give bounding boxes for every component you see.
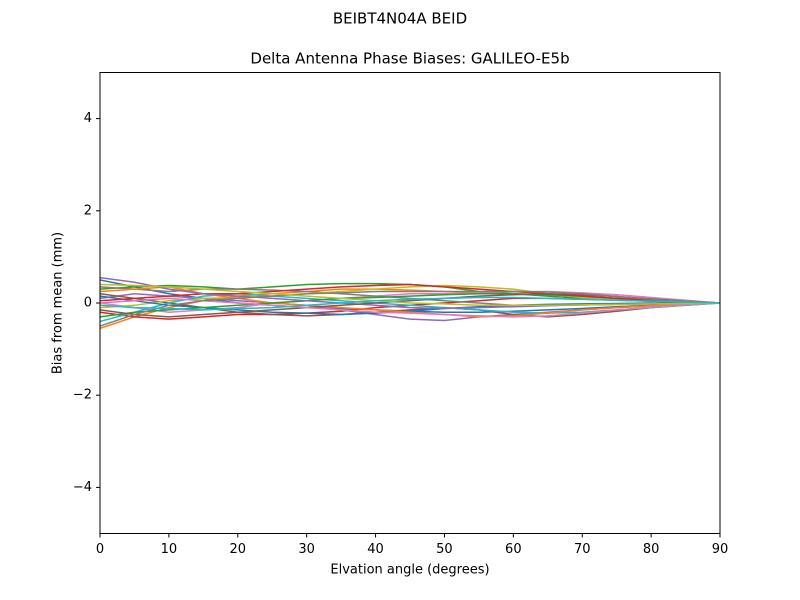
y-tick-label: −4 <box>73 480 92 495</box>
chart-title: Delta Antenna Phase Biases: GALILEO-E5b <box>250 50 569 68</box>
x-tick-label: 20 <box>230 542 247 557</box>
x-tick-label: 70 <box>574 542 591 557</box>
series-line <box>99 283 721 307</box>
y-tick-label: 2 <box>84 203 92 218</box>
y-axis-label: Bias from mean (mm) <box>51 232 66 374</box>
y-tick-label: 4 <box>84 111 92 126</box>
y-tick-label: −2 <box>73 388 92 403</box>
y-tick-label: 0 <box>84 296 92 311</box>
x-tick-label: 0 <box>96 542 104 557</box>
suptitle: BEIBT4N04A BEID <box>333 10 467 28</box>
series-line <box>99 296 721 311</box>
x-tick-label: 80 <box>643 542 660 557</box>
x-tick-label: 90 <box>712 542 729 557</box>
x-tick-label: 50 <box>436 542 453 557</box>
x-axis-label: Elvation angle (degrees) <box>330 563 489 578</box>
x-tick-label: 40 <box>367 542 384 557</box>
x-tick-label: 30 <box>298 542 315 557</box>
x-tick-label: 10 <box>161 542 178 557</box>
plot-frame <box>99 72 721 534</box>
series-line <box>99 290 721 327</box>
x-tick-label: 60 <box>505 542 522 557</box>
series-line <box>99 284 721 309</box>
